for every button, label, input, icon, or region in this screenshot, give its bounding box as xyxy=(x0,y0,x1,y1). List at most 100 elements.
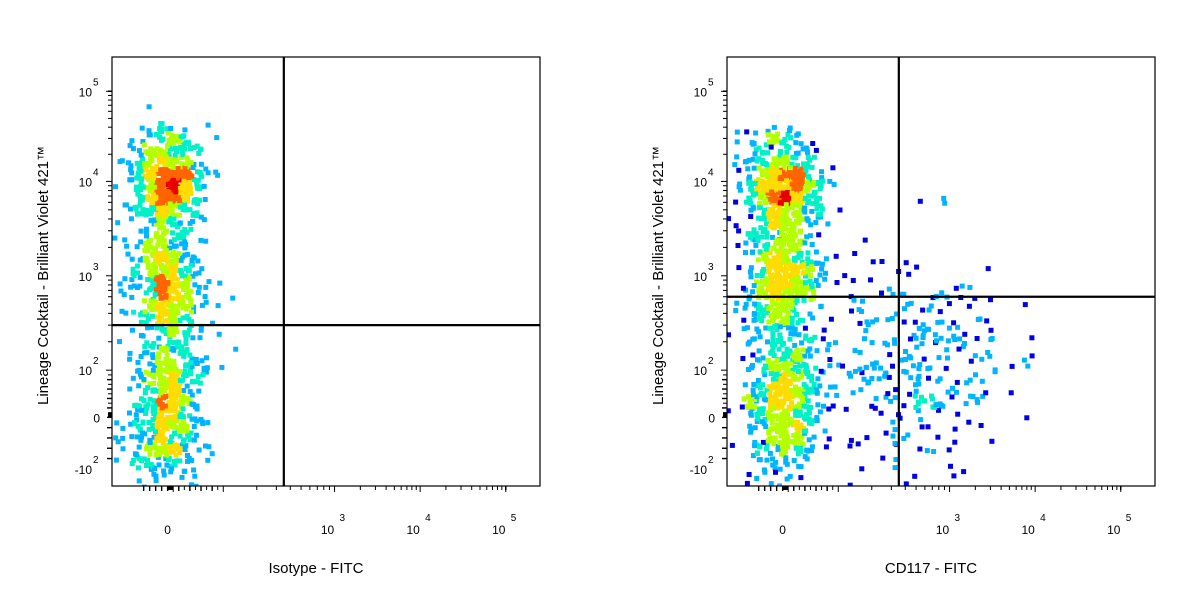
event-dot xyxy=(754,234,760,240)
event-dot xyxy=(760,160,766,166)
event-dot xyxy=(162,181,168,187)
event-dot xyxy=(143,290,149,296)
event-dot xyxy=(751,283,757,289)
event-dot xyxy=(177,450,183,455)
event-dot xyxy=(791,255,797,261)
event-dot xyxy=(789,190,795,196)
event-dot xyxy=(783,184,789,190)
event-dot xyxy=(812,334,818,340)
event-dot xyxy=(166,296,172,301)
event-dot xyxy=(795,376,801,382)
event-dot xyxy=(151,282,157,288)
event-dot xyxy=(779,140,785,146)
event-dot xyxy=(171,459,177,465)
event-dot xyxy=(173,366,179,372)
event-dot xyxy=(777,278,783,284)
event-dot xyxy=(823,256,829,262)
event-dot xyxy=(893,387,899,393)
event-dot xyxy=(189,173,195,179)
event-dot xyxy=(167,302,173,308)
event-dot xyxy=(153,206,159,212)
event-dot xyxy=(763,246,769,252)
event-dot xyxy=(967,377,973,383)
event-dot xyxy=(755,378,761,383)
event-dot xyxy=(194,178,199,184)
event-dot xyxy=(788,296,794,301)
event-dot xyxy=(773,391,779,397)
event-dot xyxy=(157,159,163,165)
event-dot xyxy=(180,185,186,191)
event-dot xyxy=(814,390,820,396)
event-dot xyxy=(871,365,877,371)
event-dot xyxy=(167,154,173,160)
event-dot xyxy=(859,466,865,472)
event-dot xyxy=(191,437,197,443)
event-dot xyxy=(172,170,178,176)
event-dot xyxy=(760,157,766,163)
y-tick-label: 0 xyxy=(93,411,100,425)
event-dot xyxy=(789,161,795,167)
event-dot xyxy=(732,162,738,168)
event-dot xyxy=(758,195,763,201)
event-dot xyxy=(811,434,817,440)
event-dot xyxy=(181,171,187,177)
event-dot xyxy=(179,273,185,279)
event-dot xyxy=(156,220,162,226)
event-dot xyxy=(757,304,763,310)
event-dot xyxy=(169,132,175,138)
event-dot xyxy=(902,306,907,312)
event-dot xyxy=(779,207,785,213)
event-dot xyxy=(775,447,781,452)
event-dot xyxy=(766,319,772,325)
event-dot xyxy=(793,186,799,191)
event-dot xyxy=(130,327,135,333)
event-dot xyxy=(921,328,927,334)
event-dot xyxy=(766,287,771,293)
event-dot xyxy=(795,437,800,443)
event-dot xyxy=(798,464,804,470)
event-dot xyxy=(791,432,797,438)
event-dot xyxy=(901,368,907,374)
event-dot xyxy=(774,358,780,364)
event-dot xyxy=(190,273,196,279)
event-dot xyxy=(184,187,190,193)
event-dot xyxy=(162,416,168,422)
event-dot xyxy=(171,347,177,353)
event-dot xyxy=(153,167,159,173)
event-dot xyxy=(171,237,177,243)
event-dot xyxy=(174,458,180,464)
event-dot xyxy=(187,389,193,395)
event-dot xyxy=(878,365,884,371)
event-dot xyxy=(810,267,816,272)
event-dot xyxy=(151,398,157,404)
event-dot xyxy=(804,285,810,291)
x-tick-label: 10 xyxy=(1107,523,1121,537)
event-dot xyxy=(101,411,106,416)
event-dot xyxy=(157,255,163,261)
event-dot xyxy=(804,365,810,371)
event-dot xyxy=(141,298,147,304)
event-dot xyxy=(964,380,970,386)
event-dot xyxy=(868,277,873,283)
event-dot xyxy=(833,253,839,259)
event-dot xyxy=(779,231,785,237)
event-dot xyxy=(178,428,183,434)
event-dot xyxy=(154,164,160,170)
event-dot xyxy=(827,384,833,390)
event-dot xyxy=(790,286,796,292)
event-dot xyxy=(166,418,172,424)
event-dot xyxy=(775,296,781,302)
event-dot xyxy=(133,402,139,408)
event-dot xyxy=(765,339,770,345)
event-dot xyxy=(801,161,807,167)
event-dot xyxy=(153,270,159,276)
event-dot xyxy=(173,253,179,259)
event-dot xyxy=(168,126,174,131)
event-dot xyxy=(748,429,754,435)
event-dot xyxy=(734,154,740,160)
event-dot xyxy=(164,311,169,317)
event-dot xyxy=(154,185,160,191)
event-dot xyxy=(754,412,760,417)
event-dot xyxy=(166,446,172,452)
event-dot xyxy=(160,219,166,225)
